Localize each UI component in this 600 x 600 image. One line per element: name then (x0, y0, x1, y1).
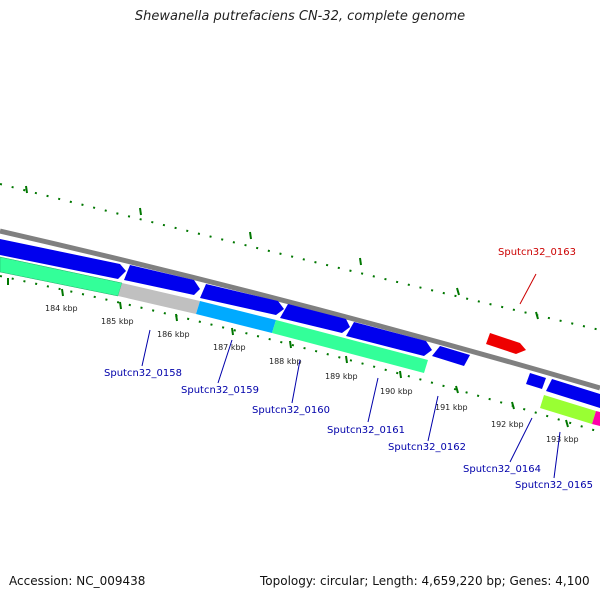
map-title: Shewanella putrefaciens CN-32, complete … (134, 9, 466, 24)
inner-major-ticks (7, 278, 569, 428)
gene-label-0160: Sputcn32_0160 (252, 405, 330, 416)
gene-label-0165: Sputcn32_0165 (515, 480, 593, 491)
tick-label-185: 185 kbp (101, 317, 134, 326)
tick-label-191: 191 kbp (435, 403, 468, 412)
tick-label-189: 189 kbp (325, 372, 358, 381)
gene-label-0164: Sputcn32_0164 (463, 464, 541, 475)
cds-forward-8 (546, 379, 600, 408)
leader-lines (141, 273, 561, 479)
tick-label-192: 192 kbp (491, 420, 524, 429)
backbone (0, 228, 600, 391)
tick-label-184: 184 kbp (45, 304, 78, 313)
cds-forward-4 (280, 304, 350, 333)
outer-major-ticks (25, 185, 539, 320)
gene-label-0158: Sputcn32_0158 (104, 368, 182, 379)
tick-label-186: 186 kbp (157, 330, 190, 339)
cds-forward-2 (124, 265, 200, 295)
gene-label-0159: Sputcn32_0159 (181, 385, 259, 396)
cog-track-cyan (196, 301, 276, 333)
cds-forward-6 (432, 346, 470, 366)
cog-track-grey (118, 283, 200, 314)
tick-label-193: 193 kbp (546, 435, 579, 444)
cog-track-magenta (592, 411, 600, 426)
cds-reverse-red (486, 333, 526, 354)
cds-forward-left (0, 239, 126, 279)
cds-forward-5 (346, 322, 432, 356)
tick-label-190: 190 kbp (380, 387, 413, 396)
gene-label-0161: Sputcn32_0161 (327, 425, 405, 436)
cds-forward-7 (526, 373, 546, 389)
cog-track-teal-right (272, 320, 428, 373)
cds-forward-3 (200, 284, 284, 315)
gene-label-0162: Sputcn32_0162 (388, 442, 466, 453)
genome-summary-text: Topology: circular; Length: 4,659,220 bp… (260, 574, 590, 588)
gene-label-0163: Sputcn32_0163 (498, 247, 576, 258)
accession-text: Accession: NC_009438 (9, 574, 146, 588)
cog-track-lime (540, 395, 596, 424)
tick-label-188: 188 kbp (269, 357, 302, 366)
